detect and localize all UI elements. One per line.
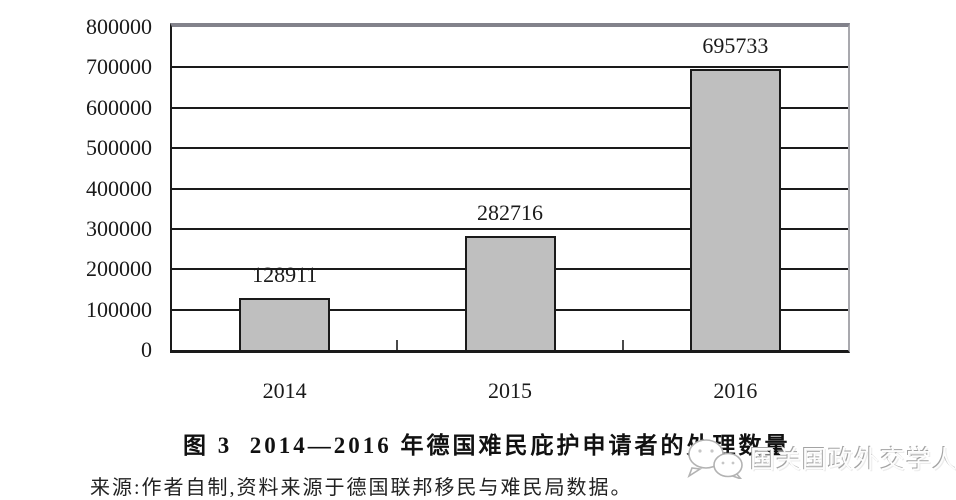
gridline [172, 106, 848, 109]
watermark: 国关国政外交学人 [686, 437, 956, 479]
y-tick-label: 600000 [86, 94, 152, 120]
gridline [172, 66, 848, 69]
watermark-text: 国关国政外交学人 [750, 447, 956, 474]
y-tick-label: 500000 [86, 135, 152, 161]
bar-value-label: 695733 [702, 33, 769, 58]
x-tick-label: 2015 [488, 378, 532, 403]
y-tick-label: 100000 [86, 296, 152, 322]
y-tick-label: 0 [141, 337, 152, 362]
bar-value-label: 282716 [477, 200, 543, 225]
bar [464, 236, 556, 350]
bar [239, 298, 331, 350]
gridline [172, 147, 848, 150]
x-tick-label: 2014 [262, 378, 307, 403]
plot-area: 128911 282716 695733 [170, 23, 850, 353]
y-tick-label: 700000 [86, 54, 152, 80]
bar [689, 69, 781, 350]
category-tick [621, 340, 624, 350]
y-tick-label: 200000 [86, 256, 152, 282]
gridline [172, 187, 848, 190]
x-tick-label: 2016 [713, 378, 758, 403]
y-tick-label: 300000 [86, 215, 152, 241]
category-tick [396, 340, 399, 350]
y-tick-label: 400000 [86, 175, 152, 201]
y-tick-label: 800000 [86, 14, 152, 39]
wechat-icon [687, 439, 743, 479]
bar-value-label: 128911 [252, 262, 318, 287]
source-note: 来源:作者自制,资料来源于德国联邦移民与难民局数据。 [90, 477, 633, 499]
gridline [172, 227, 848, 230]
